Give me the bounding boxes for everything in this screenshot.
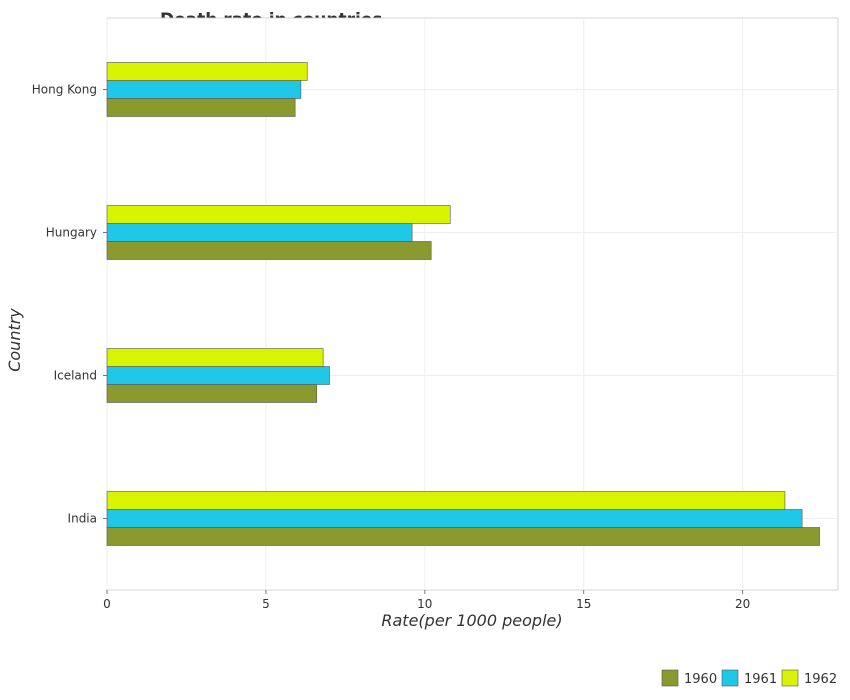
- bar-hong-kong-1960: [106, 98, 296, 117]
- legend-swatch-1961: [721, 669, 739, 687]
- x-tick-label: 10: [417, 597, 432, 611]
- legend-label-1961: 1961: [744, 672, 777, 687]
- bar-hungary-1962: [106, 205, 451, 224]
- bar-iceland-1960: [106, 384, 318, 403]
- legend-swatch-1960: [661, 669, 679, 687]
- bar-hungary-1960: [106, 241, 432, 260]
- bar-india-1961: [106, 509, 803, 528]
- x-tick-labels: 0 5 10 15 20: [103, 590, 750, 611]
- y-tick-label: India: [68, 512, 97, 526]
- x-tick-label: 0: [103, 597, 111, 611]
- y-tick-label: Hungary: [46, 226, 97, 240]
- legend-label-1960: 1960: [684, 672, 717, 687]
- y-tick-label: Hong Kong: [32, 83, 97, 97]
- x-tick-label: 5: [262, 597, 270, 611]
- bar-hungary-1961: [106, 223, 413, 242]
- legend-label-1962: 1962: [804, 672, 837, 687]
- x-tick-label: 20: [735, 597, 750, 611]
- legend: 1960 1961 1962: [661, 669, 837, 687]
- bar-india-1962: [106, 491, 786, 510]
- x-tick-label: 15: [576, 597, 591, 611]
- y-tick-labels: Hong Kong Hungary Iceland India: [32, 83, 107, 526]
- y-axis-label: Country: [5, 308, 24, 372]
- y-tick-label: Iceland: [54, 369, 97, 383]
- x-axis-label: Rate(per 1000 people): [381, 611, 562, 630]
- bar-india-1960: [106, 527, 820, 546]
- bar-hong-kong-1962: [106, 62, 308, 81]
- bar-hong-kong-1961: [106, 80, 302, 99]
- bars: [106, 62, 820, 546]
- bar-iceland-1961: [106, 366, 330, 385]
- bar-iceland-1962: [106, 348, 324, 367]
- legend-swatch-1962: [781, 669, 799, 687]
